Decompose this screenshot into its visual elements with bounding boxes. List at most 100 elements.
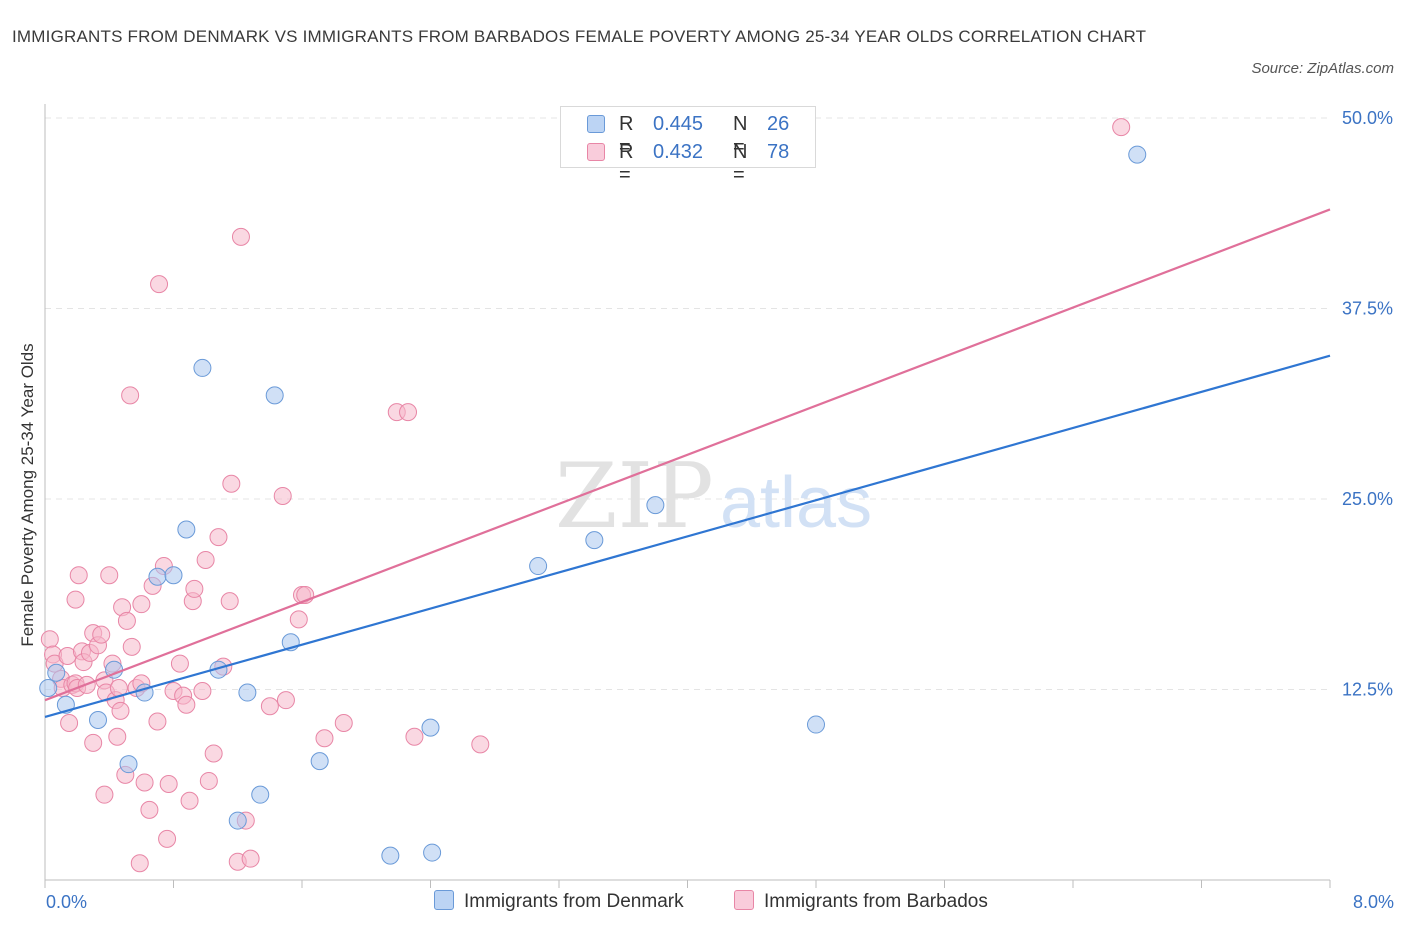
barbados-point (84, 733, 103, 752)
barbados-point (158, 829, 177, 848)
legend-swatch-denmark (434, 890, 454, 910)
barbados-point (170, 654, 189, 673)
denmark-point (238, 683, 257, 702)
legend-swatch-denmark (587, 115, 605, 133)
barbados-point (40, 630, 59, 649)
legend-item-denmark: Immigrants from Denmark (434, 890, 684, 913)
denmark-point (646, 496, 665, 515)
denmark-point (310, 752, 329, 771)
source-credit: Source: ZipAtlas.com (1251, 60, 1394, 77)
barbados-point (276, 691, 295, 710)
denmark-point (423, 843, 442, 862)
barbados-point (177, 695, 196, 714)
barbados-point (231, 227, 250, 246)
barbados-point (100, 566, 119, 585)
legend-n-value: 26 (767, 113, 790, 135)
chart-title: IMMIGRANTS FROM DENMARK VS IMMIGRANTS FR… (12, 27, 1147, 46)
barbados-point (108, 727, 127, 746)
barbados-point (196, 550, 215, 569)
denmark-point (177, 520, 196, 539)
legend-r-label: R = (619, 141, 634, 186)
barbados-point (471, 735, 490, 754)
stats-legend: R = 0.445 N = 26 R = 0.432 N = 78 (560, 106, 816, 186)
x-tick-label-max: 8.0% (1352, 892, 1394, 912)
barbados-point (185, 579, 204, 598)
barbados-point (199, 771, 218, 790)
denmark-point (148, 567, 167, 586)
barbados-point (92, 625, 111, 644)
y-tick-label: 12.5% (1342, 680, 1393, 700)
barbados-point (117, 611, 136, 630)
barbados-point (159, 774, 178, 793)
axes (44, 104, 1331, 888)
denmark-point (89, 710, 108, 729)
watermark-atlas: atlas (720, 463, 872, 543)
watermark: ZIP atlas (555, 444, 872, 549)
legend-r-value: 0.445 (653, 113, 704, 135)
y-tick-labels: 12.5% 25.0% 37.5% 50.0% (1342, 108, 1393, 700)
barbados-point (222, 474, 241, 493)
barbados-point (150, 275, 169, 294)
barbados-points (40, 118, 1131, 873)
legend-n-label: N = (733, 113, 748, 158)
barbados-point (66, 590, 85, 609)
barbados-point (260, 697, 279, 716)
denmark-point (529, 557, 548, 576)
legend-label-barbados: Immigrants from Barbados (764, 891, 988, 912)
y-tick-label: 25.0% (1342, 489, 1393, 509)
barbados-point (132, 595, 151, 614)
trendlines (44, 208, 1331, 718)
legend-item-barbados: Immigrants from Barbados (734, 890, 988, 913)
barbados-point (135, 773, 154, 792)
barbados-point (148, 712, 167, 731)
denmark-point (585, 531, 604, 550)
y-tick-label: 37.5% (1342, 299, 1393, 319)
legend-swatch-barbados (587, 143, 605, 161)
denmark-point (807, 715, 825, 734)
denmark-point (193, 358, 212, 377)
denmark-trendline (44, 354, 1331, 718)
barbados-point (209, 528, 228, 547)
barbados-point (60, 714, 79, 733)
legend-swatch-barbados (734, 890, 754, 910)
denmark-point (228, 811, 247, 830)
barbados-trendline (44, 208, 1331, 702)
watermark-zip: ZIP (555, 444, 714, 549)
denmark-point (1128, 145, 1147, 164)
barbados-point (140, 800, 159, 819)
barbados-point (399, 403, 418, 422)
barbados-point (334, 714, 353, 733)
denmark-point (265, 386, 284, 405)
barbados-point (204, 744, 223, 763)
barbados-point (241, 849, 260, 868)
denmark-point (39, 678, 58, 697)
barbados-point (130, 854, 149, 873)
denmark-point (47, 663, 66, 682)
legend-n-label: N = (733, 141, 748, 186)
x-tick-label-min: 0.0% (46, 892, 88, 912)
barbados-point (69, 566, 88, 585)
barbados-point (273, 486, 292, 505)
gridlines (45, 117, 1330, 690)
barbados-point (405, 727, 424, 746)
denmark-point (164, 566, 183, 585)
barbados-point (111, 701, 130, 720)
legend-r-value: 0.432 (653, 141, 704, 163)
barbados-point (180, 791, 199, 810)
denmark-point (251, 785, 270, 804)
y-tick-label: 50.0% (1342, 108, 1393, 128)
legend-r-label: R = (619, 113, 634, 158)
denmark-point (381, 846, 400, 865)
barbados-point (95, 785, 114, 804)
barbados-point (121, 386, 140, 405)
barbados-point (289, 610, 308, 629)
barbados-point (315, 729, 334, 748)
barbados-point (1112, 118, 1131, 137)
legend-n-value: 78 (767, 141, 790, 163)
denmark-points (39, 145, 1147, 865)
denmark-point (119, 755, 138, 774)
legend-label-denmark: Immigrants from Denmark (464, 891, 684, 912)
barbados-point (193, 682, 212, 701)
barbados-point (122, 637, 141, 656)
